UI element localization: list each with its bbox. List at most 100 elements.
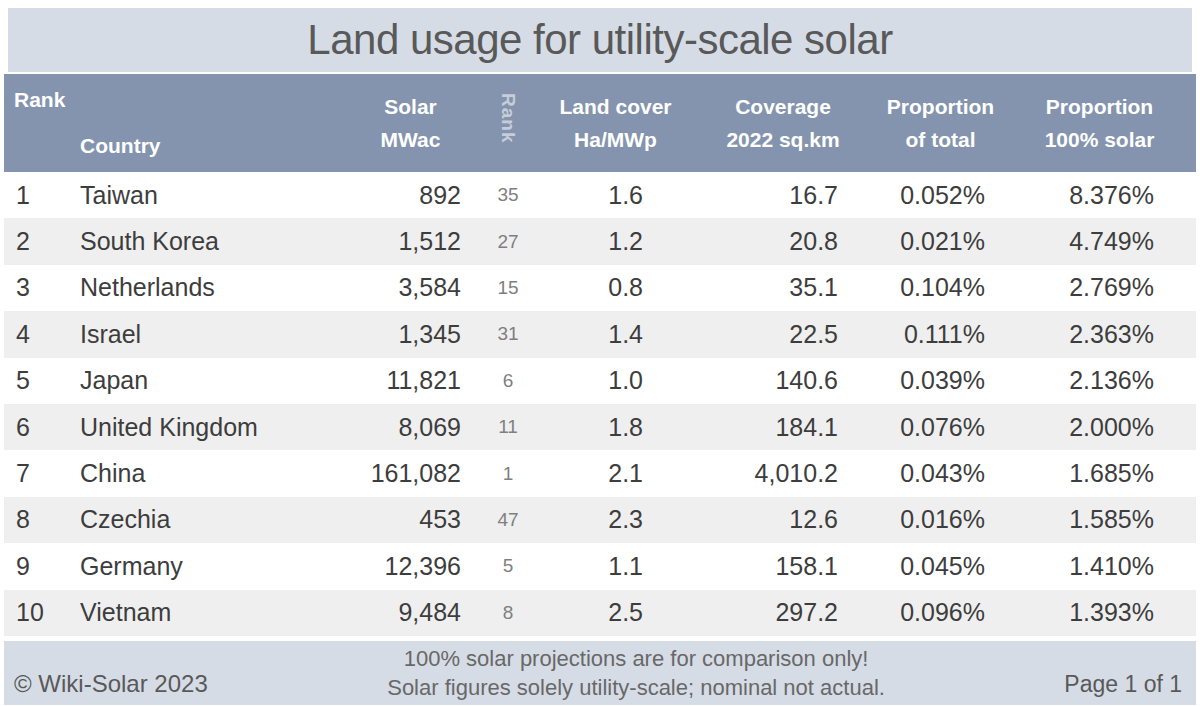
col-header-country-label: Country <box>80 134 161 157</box>
cell-rank: 9 <box>4 543 76 589</box>
cell-proportion-solar: 1.393% <box>1003 590 1196 636</box>
cell-land-cover: 1.0 <box>543 358 688 404</box>
cell-land-cover: 2.1 <box>543 450 688 496</box>
cell-world-rank: 47 <box>473 497 543 543</box>
cell-world-rank: 27 <box>473 218 543 264</box>
cell-rank: 6 <box>4 404 76 450</box>
col-header-solar-line2: MWac <box>348 123 473 156</box>
cell-solar-mwac: 8,069 <box>348 404 473 450</box>
cell-proportion-total: 0.016% <box>878 497 1003 543</box>
cell-country: Vietnam <box>76 590 348 636</box>
cell-world-rank: 15 <box>473 265 543 311</box>
footer-band: © Wiki-Solar 2023 100% solar projections… <box>4 641 1196 705</box>
cell-world-rank: 31 <box>473 311 543 357</box>
cell-coverage: 4,010.2 <box>688 450 878 496</box>
cell-world-rank: 35 <box>473 172 543 218</box>
cell-rank: 2 <box>4 218 76 264</box>
table-row: 3 Netherlands 3,584 15 0.8 35.1 0.104% 2… <box>4 265 1196 311</box>
cell-world-rank: 6 <box>473 358 543 404</box>
col-header-proportion-100-solar: Proportion 100% solar <box>1003 74 1196 172</box>
cell-land-cover: 2.3 <box>543 497 688 543</box>
cell-country: South Korea <box>76 218 348 264</box>
cell-land-cover: 1.1 <box>543 543 688 589</box>
title-band: Land usage for utility-scale solar <box>8 8 1192 72</box>
col-header-rank-label: Rank <box>14 88 65 111</box>
cell-solar-mwac: 161,082 <box>348 450 473 496</box>
cell-country: Japan <box>76 358 348 404</box>
cell-world-rank: 8 <box>473 590 543 636</box>
cell-proportion-total: 0.096% <box>878 590 1003 636</box>
cell-proportion-solar: 2.363% <box>1003 311 1196 357</box>
cell-rank: 8 <box>4 497 76 543</box>
cell-solar-mwac: 12,396 <box>348 543 473 589</box>
cell-land-cover: 1.2 <box>543 218 688 264</box>
cell-solar-mwac: 11,821 <box>348 358 473 404</box>
table-row: 1 Taiwan 892 35 1.6 16.7 0.052% 8.376% <box>4 172 1196 218</box>
cell-solar-mwac: 9,484 <box>348 590 473 636</box>
cell-proportion-solar: 4.749% <box>1003 218 1196 264</box>
cell-coverage: 20.8 <box>688 218 878 264</box>
rotated-rank-label: Rank <box>499 93 518 143</box>
solar-land-usage-table: Rank Country Solar MWac Rank Land cover … <box>4 74 1196 636</box>
col-header-land-line2: Ha/MWp <box>543 123 688 156</box>
cell-solar-mwac: 1,512 <box>348 218 473 264</box>
cell-proportion-total: 0.076% <box>878 404 1003 450</box>
col-header-proportion-solar-line2: 100% solar <box>1003 123 1196 156</box>
col-header-proportion-total-line1: Proportion <box>878 90 1003 123</box>
cell-proportion-solar: 1.585% <box>1003 497 1196 543</box>
cell-coverage: 22.5 <box>688 311 878 357</box>
cell-coverage: 35.1 <box>688 265 878 311</box>
page-title: Land usage for utility-scale solar <box>307 16 892 64</box>
page-indicator: Page 1 of 1 <box>1064 671 1196 705</box>
col-header-solar-line1: Solar <box>348 90 473 123</box>
cell-country: Netherlands <box>76 265 348 311</box>
cell-coverage: 297.2 <box>688 590 878 636</box>
cell-solar-mwac: 1,345 <box>348 311 473 357</box>
cell-proportion-solar: 1.410% <box>1003 543 1196 589</box>
cell-rank: 10 <box>4 590 76 636</box>
col-header-coverage-line1: Coverage <box>688 90 878 123</box>
cell-solar-mwac: 3,584 <box>348 265 473 311</box>
table-row: 6 United Kingdom 8,069 11 1.8 184.1 0.07… <box>4 404 1196 450</box>
table-row: 9 Germany 12,396 5 1.1 158.1 0.045% 1.41… <box>4 543 1196 589</box>
cell-proportion-total: 0.039% <box>878 358 1003 404</box>
cell-solar-mwac: 453 <box>348 497 473 543</box>
cell-proportion-total: 0.104% <box>878 265 1003 311</box>
cell-coverage: 140.6 <box>688 358 878 404</box>
cell-country: Czechia <box>76 497 348 543</box>
cell-rank: 4 <box>4 311 76 357</box>
col-header-proportion-total: Proportion of total <box>878 74 1003 172</box>
footnote-line-2: Solar figures solely utility-scale; nomi… <box>208 673 1065 702</box>
cell-coverage: 16.7 <box>688 172 878 218</box>
col-header-solar-mwac: Solar MWac <box>348 74 473 172</box>
copyright-text: © Wiki-Solar 2023 <box>4 670 208 705</box>
cell-coverage: 184.1 <box>688 404 878 450</box>
cell-solar-mwac: 892 <box>348 172 473 218</box>
cell-proportion-total: 0.021% <box>878 218 1003 264</box>
table-row: 5 Japan 11,821 6 1.0 140.6 0.039% 2.136% <box>4 358 1196 404</box>
cell-country: China <box>76 450 348 496</box>
cell-proportion-total: 0.045% <box>878 543 1003 589</box>
cell-country: Taiwan <box>76 172 348 218</box>
cell-land-cover: 1.8 <box>543 404 688 450</box>
cell-rank: 3 <box>4 265 76 311</box>
col-header-rank: Rank <box>4 74 76 172</box>
cell-rank: 1 <box>4 172 76 218</box>
table-header-row: Rank Country Solar MWac Rank Land cover … <box>4 74 1196 172</box>
table-body: 1 Taiwan 892 35 1.6 16.7 0.052% 8.376% 2… <box>4 172 1196 636</box>
cell-country: United Kingdom <box>76 404 348 450</box>
cell-land-cover: 2.5 <box>543 590 688 636</box>
col-header-land-line1: Land cover <box>543 90 688 123</box>
cell-world-rank: 1 <box>473 450 543 496</box>
cell-proportion-total: 0.052% <box>878 172 1003 218</box>
cell-proportion-solar: 1.685% <box>1003 450 1196 496</box>
cell-world-rank: 5 <box>473 543 543 589</box>
cell-proportion-solar: 8.376% <box>1003 172 1196 218</box>
cell-coverage: 158.1 <box>688 543 878 589</box>
cell-coverage: 12.6 <box>688 497 878 543</box>
col-header-proportion-solar-line1: Proportion <box>1003 90 1196 123</box>
cell-proportion-solar: 2.769% <box>1003 265 1196 311</box>
col-header-country: Country <box>76 74 348 172</box>
col-header-world-rank: Rank <box>473 74 543 172</box>
cell-proportion-solar: 2.000% <box>1003 404 1196 450</box>
